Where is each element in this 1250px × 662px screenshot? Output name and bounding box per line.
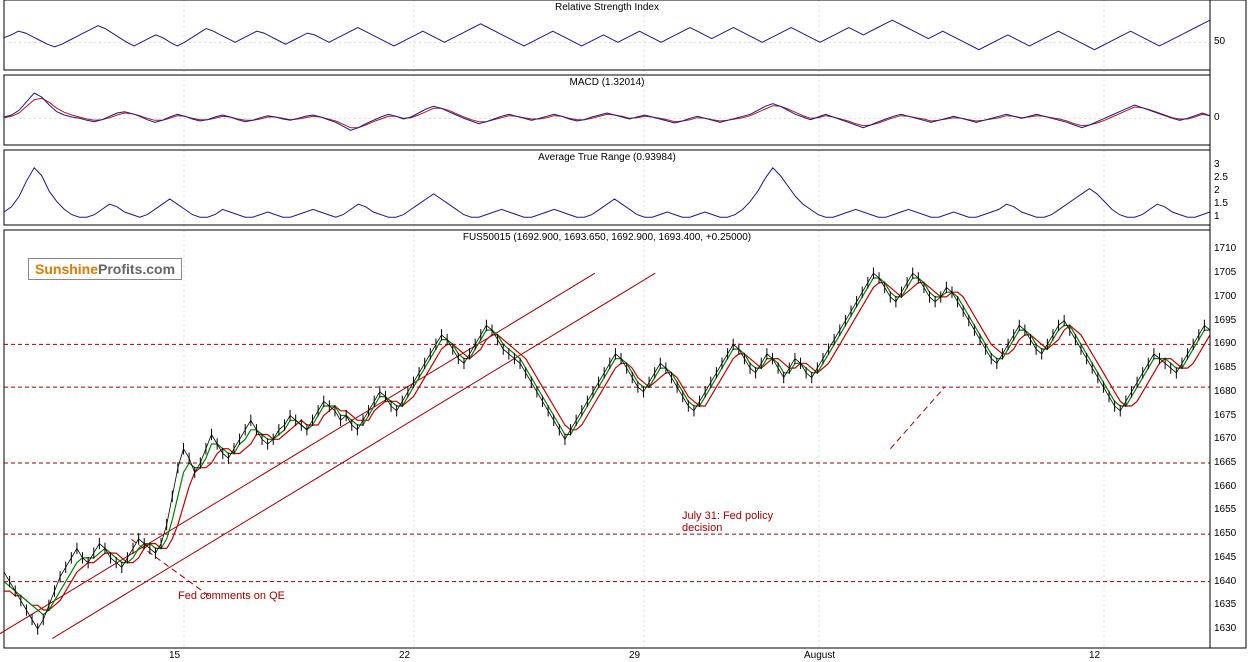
y-tick-label: 1655 (1214, 504, 1236, 515)
x-tick-label: 22 (399, 650, 410, 661)
chart-svg (0, 0, 1250, 662)
y-tick-label: 1.5 (1214, 198, 1228, 209)
y-tick-label: 1665 (1214, 457, 1236, 468)
y-tick-label: 1630 (1214, 623, 1236, 634)
y-tick-label: 50 (1214, 36, 1225, 47)
y-tick-label: 0 (1214, 112, 1220, 123)
y-tick-label: 1650 (1214, 528, 1236, 539)
price-title: FUS50015 (1692.900, 1693.650, 1692.900, … (4, 232, 1210, 243)
y-tick-label: 1690 (1214, 338, 1236, 349)
watermark: SunshineProfits.com (28, 258, 182, 280)
y-tick-label: 1685 (1214, 362, 1236, 373)
y-tick-label: 1660 (1214, 481, 1236, 492)
y-tick-label: 1670 (1214, 433, 1236, 444)
y-tick-label: 1675 (1214, 410, 1236, 421)
watermark-sun: Sunshine (35, 261, 98, 277)
y-tick-label: 2.5 (1214, 172, 1228, 183)
x-tick-label: 29 (629, 650, 640, 661)
y-tick-label: 2 (1214, 185, 1220, 196)
watermark-prof: Profits.com (98, 261, 175, 277)
x-tick-label: August (804, 650, 835, 661)
x-tick-label: 12 (1089, 650, 1100, 661)
y-tick-label: 3 (1214, 159, 1220, 170)
y-tick-label: 1695 (1214, 315, 1236, 326)
y-tick-label: 1640 (1214, 576, 1236, 587)
y-tick-label: 1680 (1214, 386, 1236, 397)
y-tick-label: 1645 (1214, 552, 1236, 563)
rsi-title: Relative Strength Index (4, 2, 1210, 13)
y-tick-label: 1 (1214, 211, 1220, 222)
y-tick-label: 1700 (1214, 291, 1236, 302)
y-tick-label: 1635 (1214, 599, 1236, 610)
x-tick-label: 15 (169, 650, 180, 661)
macd-title: MACD (1.32014) (4, 77, 1210, 88)
y-tick-label: 1710 (1214, 243, 1236, 254)
annotation-text: July 31: Fed policydecision (682, 510, 773, 534)
annotation-text: Fed comments on QE (178, 590, 285, 602)
y-tick-label: 1705 (1214, 267, 1236, 278)
atr-title: Average True Range (0.93984) (4, 152, 1210, 163)
